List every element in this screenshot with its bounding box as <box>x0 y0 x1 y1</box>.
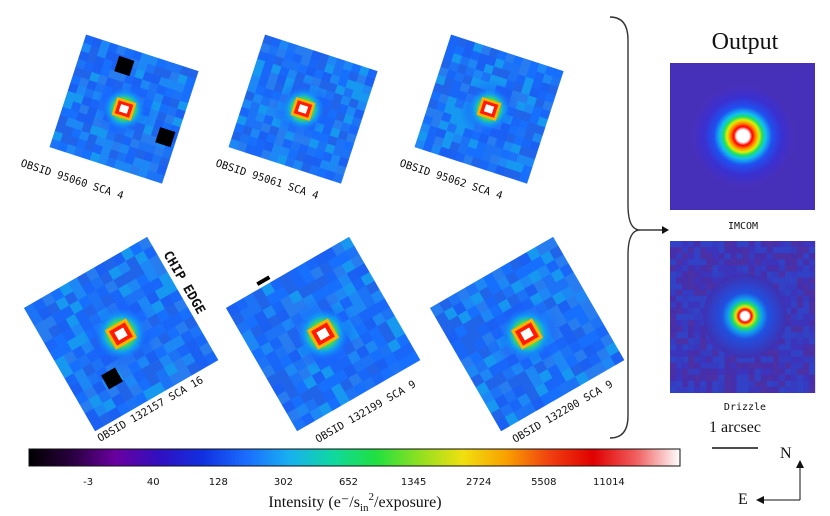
input-panel-4 <box>24 236 219 432</box>
colorbar-tick-label: 5508 <box>531 477 556 488</box>
colorbar-tick-label: 40 <box>147 477 160 488</box>
combine-brace <box>609 16 641 439</box>
colorbar-ticks: -3 40 128 302 652 1345 2724 5508 11014 <box>83 477 625 488</box>
scale-bar-label: 1 arcsec <box>709 419 761 436</box>
colorbar-title: Intensity (e⁻/sin2/exposure) <box>268 491 441 514</box>
arrow-head-icon <box>662 226 669 234</box>
colorbar-tick-label: 128 <box>209 477 228 488</box>
colorbar-tick-label: 652 <box>339 477 358 488</box>
colorbar-tick-label: 1345 <box>401 477 426 488</box>
compass <box>756 460 804 504</box>
input-panels <box>24 34 625 432</box>
input-panel-1 <box>49 34 199 184</box>
input-panel-2 <box>228 34 378 184</box>
east-arrow-icon <box>756 496 764 504</box>
colorbar-tick-label: 2724 <box>466 477 491 488</box>
drizzle-output-image <box>670 241 816 394</box>
input-panel-5 <box>226 236 421 432</box>
compass-north: N <box>780 445 792 462</box>
colorbar-tick-label: 11014 <box>593 477 625 488</box>
output-title: Output <box>712 29 779 55</box>
colorbar <box>28 448 681 467</box>
input-panel-6 <box>430 236 625 432</box>
colorbar-tick-label: -3 <box>83 477 93 488</box>
colorbar-tick-label: 302 <box>274 477 293 488</box>
drizzle-label: Drizzle <box>724 402 766 413</box>
compass-east: E <box>738 491 748 508</box>
north-arrow-icon <box>796 460 804 468</box>
imcom-output-image <box>670 63 815 210</box>
input-panel-3 <box>414 34 564 184</box>
imcom-label: IMCOM <box>728 221 758 232</box>
